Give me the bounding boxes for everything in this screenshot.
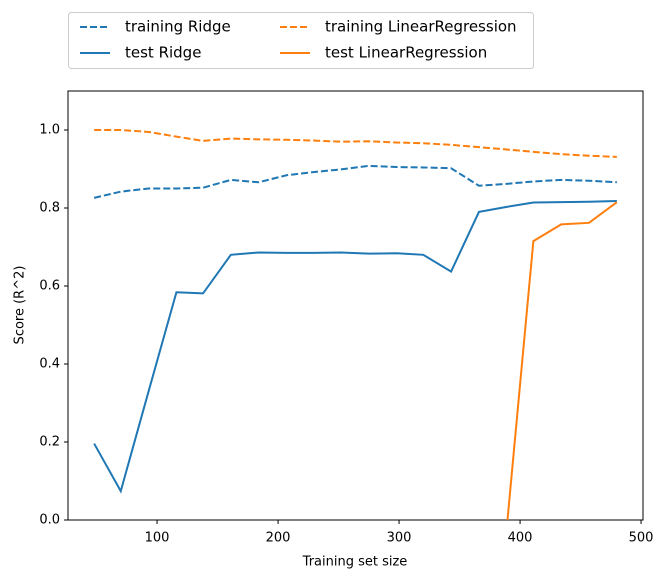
y-tick-label: 0.8 [39, 201, 60, 216]
y-axis-label: Score (R^2) [13, 266, 28, 345]
x-axis-label: Training set size [302, 555, 408, 570]
y-tick-label: 0.6 [39, 279, 60, 294]
series-line [93, 164, 617, 199]
legend: training Ridge test Ridge training LinearR… [80, 18, 517, 62]
y-tick-label: 1.0 [39, 123, 60, 138]
x-tick-label: 300 [387, 531, 412, 546]
x-tick-label: 100 [145, 531, 170, 546]
y-tick-label: 0.2 [39, 435, 60, 450]
y-tick-label: 0.0 [39, 513, 60, 528]
x-tick-label: 400 [508, 531, 533, 546]
x-tick-label: 500 [629, 531, 654, 546]
legend-label: training LinearRegression [325, 18, 517, 36]
legend-label: test Ridge [125, 44, 201, 62]
legend-box [68, 12, 534, 69]
series-line [94, 129, 617, 158]
legend-label: test LinearRegression [325, 44, 487, 62]
y-tick-label: 0.4 [39, 357, 60, 372]
plot-frame [67, 90, 644, 521]
x-tick-label: 200 [266, 531, 291, 546]
series-line [506, 201, 618, 520]
legend-label: training Ridge [125, 18, 231, 36]
series-line [93, 199, 617, 494]
